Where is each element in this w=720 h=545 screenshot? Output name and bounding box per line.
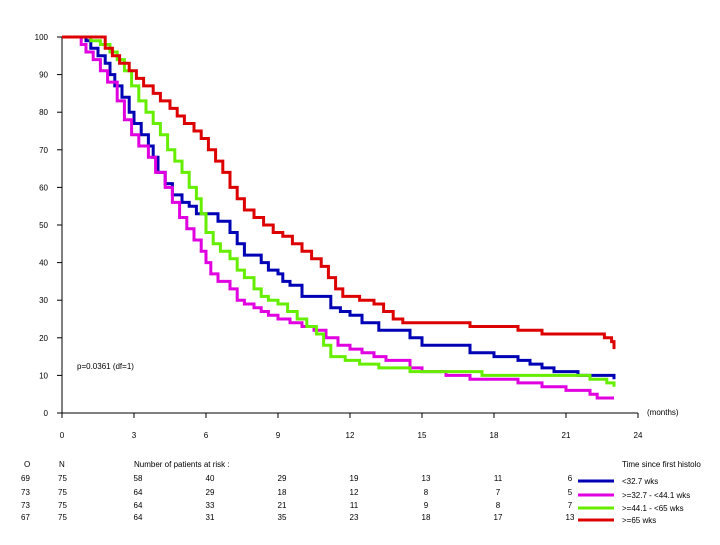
risk-cell-value: 13: [422, 474, 431, 483]
risk-cell-value: 31: [206, 513, 215, 522]
risk-cell-value: 21: [278, 501, 287, 510]
risk-cell-value: 5: [568, 488, 573, 497]
risk-cell-value: 8: [496, 501, 501, 510]
risk-cell-value: 11: [494, 474, 503, 483]
y-tick-label: 70: [39, 146, 48, 155]
x-unit-label: (months): [647, 408, 679, 417]
risk-cell-value: 9: [424, 501, 429, 510]
risk-cell-o: 73: [21, 501, 30, 510]
y-tick-label: 50: [39, 221, 48, 230]
x-tick-label: 6: [204, 431, 209, 440]
legend-label-3: >=65 wks: [622, 516, 656, 525]
x-tick-label: 3: [132, 431, 137, 440]
legend-label-0: <32.7 wks: [622, 477, 658, 486]
risk-cell-value: 29: [206, 488, 215, 497]
x-tick-label: 9: [276, 431, 281, 440]
risk-table: O N Number of patients at risk :69 75 58 40 29…: [21, 460, 575, 522]
risk-cell-value: 13: [566, 513, 575, 522]
risk-cell-value: 12: [350, 488, 359, 497]
survival-curve-1: [62, 35, 614, 400]
y-tick-label: 30: [39, 296, 48, 305]
risk-cell-value: 7: [568, 501, 573, 510]
risk-cell-value: 58: [134, 474, 143, 483]
x-tick-label: 15: [418, 431, 427, 440]
risk-header-n: N: [59, 460, 65, 469]
legend-label-2: >=44.1 - <65 wks: [622, 504, 684, 513]
risk-cell-value: 23: [350, 513, 359, 522]
risk-cell-o: 73: [21, 488, 30, 497]
risk-cell-value: 11: [350, 501, 359, 510]
series-layer: [62, 35, 616, 400]
risk-header-o: O: [24, 460, 30, 469]
axes: 0 3 6 9 12 15 18 21 24 0 10 20 30 40 50 60 70 80 90 100: [35, 33, 643, 440]
y-tick-label: 90: [39, 71, 48, 80]
risk-cell-value: 17: [494, 513, 503, 522]
risk-cell-value: 64: [134, 488, 143, 497]
survival-curve-2: [62, 35, 616, 387]
survival-curve-3: [62, 35, 616, 350]
risk-header-title: Number of patients at risk :: [134, 460, 230, 469]
x-tick-label: 18: [490, 431, 499, 440]
y-tick-label: 40: [39, 259, 48, 268]
risk-cell-value: 33: [206, 501, 215, 510]
y-tick-label: 60: [39, 183, 48, 192]
x-tick-label: 0: [60, 431, 65, 440]
risk-cell-value: 6: [568, 474, 573, 483]
risk-cell-value: 19: [350, 474, 359, 483]
y-tick-label: 80: [39, 108, 48, 117]
risk-cell-o: 69: [21, 474, 30, 483]
x-tick-label: 12: [346, 431, 355, 440]
risk-cell-value: 40: [206, 474, 215, 483]
risk-cell-value: 18: [278, 488, 287, 497]
survival-curve-0: [62, 35, 616, 380]
x-tick-label: 24: [634, 431, 643, 440]
risk-cell-value: 64: [134, 513, 143, 522]
risk-cell-value: 64: [134, 501, 143, 510]
p-value-annotation: p=0.0361 (df=1): [77, 362, 134, 371]
y-tick-label: 10: [39, 371, 48, 380]
risk-cell-value: 35: [278, 513, 287, 522]
risk-cell-value: 29: [278, 474, 287, 483]
risk-cell-n: 75: [58, 474, 67, 483]
y-tick-label: 100: [35, 33, 49, 42]
legend-title: Time since first histolo: [622, 460, 701, 469]
risk-cell-n: 75: [58, 501, 67, 510]
risk-cell-o: 67: [21, 513, 30, 522]
x-tick-label: 21: [562, 431, 571, 440]
risk-cell-n: 75: [58, 488, 67, 497]
legend-label-1: >=32.7 - <44.1 wks: [622, 491, 690, 500]
risk-cell-value: 7: [496, 488, 501, 497]
legend: Time since first histolo <32.7 wks >=32.7…: [578, 460, 701, 525]
risk-cell-value: 8: [424, 488, 429, 497]
risk-cell-n: 75: [58, 513, 67, 522]
risk-cell-value: 18: [422, 513, 431, 522]
y-tick-label: 20: [39, 334, 48, 343]
y-tick-label: 0: [44, 409, 49, 418]
